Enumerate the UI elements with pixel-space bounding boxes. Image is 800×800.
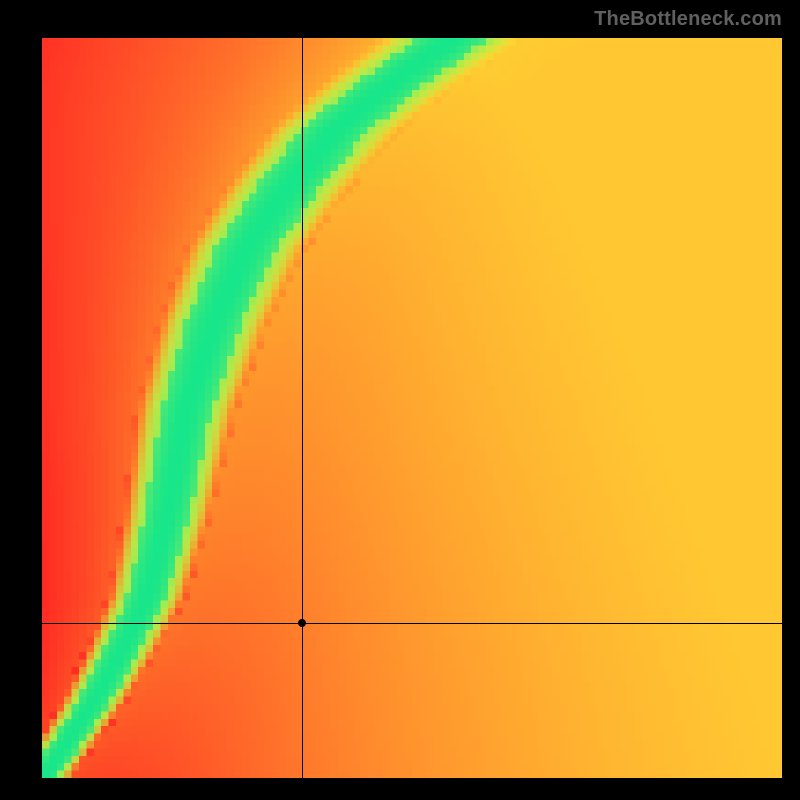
crosshair-horizontal xyxy=(42,623,782,624)
heatmap-canvas xyxy=(42,38,782,778)
watermark-text: TheBottleneck.com xyxy=(594,8,782,31)
crosshair-vertical xyxy=(302,38,303,778)
crosshair-dot xyxy=(298,619,306,627)
heatmap-plot-area xyxy=(42,38,782,778)
